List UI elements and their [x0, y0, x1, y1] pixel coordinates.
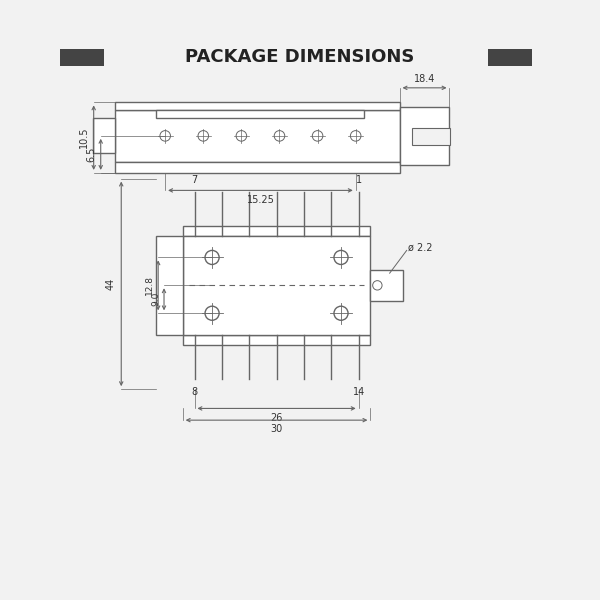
Circle shape [205, 306, 219, 320]
Text: 12.8: 12.8 [145, 275, 154, 295]
Bar [157, 236, 183, 335]
Text: ø 2.2: ø 2.2 [409, 242, 433, 253]
Text: 26: 26 [271, 413, 283, 422]
Bar [400, 107, 449, 165]
Text: 44: 44 [106, 278, 115, 290]
Bar [183, 226, 370, 236]
Text: 14: 14 [352, 388, 365, 397]
Text: 10.5: 10.5 [79, 127, 89, 148]
Text: PACKAGE DIMENSIONS: PACKAGE DIMENSIONS [185, 49, 415, 67]
Circle shape [350, 131, 361, 141]
Bar [183, 236, 370, 335]
Bar [115, 110, 400, 162]
Circle shape [274, 131, 285, 141]
Text: 6.5: 6.5 [86, 146, 97, 162]
Circle shape [160, 131, 170, 141]
Circle shape [334, 306, 348, 320]
Bar [157, 110, 364, 118]
Bar [183, 335, 370, 345]
Bar [115, 162, 400, 173]
Text: 15.25: 15.25 [247, 195, 274, 205]
Circle shape [205, 250, 219, 265]
Bar [115, 103, 400, 110]
Text: 18.4: 18.4 [414, 74, 435, 84]
Bar [412, 128, 450, 145]
Circle shape [334, 250, 348, 265]
Circle shape [313, 131, 323, 141]
Text: 9.0: 9.0 [151, 292, 160, 307]
Bar [59, 49, 104, 65]
Text: 7: 7 [191, 175, 197, 185]
Circle shape [236, 131, 247, 141]
Text: 1: 1 [356, 175, 362, 185]
Circle shape [198, 131, 209, 141]
Text: 8: 8 [191, 388, 197, 397]
Text: 30: 30 [271, 424, 283, 434]
Bar [488, 49, 532, 65]
Bar [370, 270, 403, 301]
Bar [93, 118, 115, 154]
Circle shape [373, 281, 382, 290]
